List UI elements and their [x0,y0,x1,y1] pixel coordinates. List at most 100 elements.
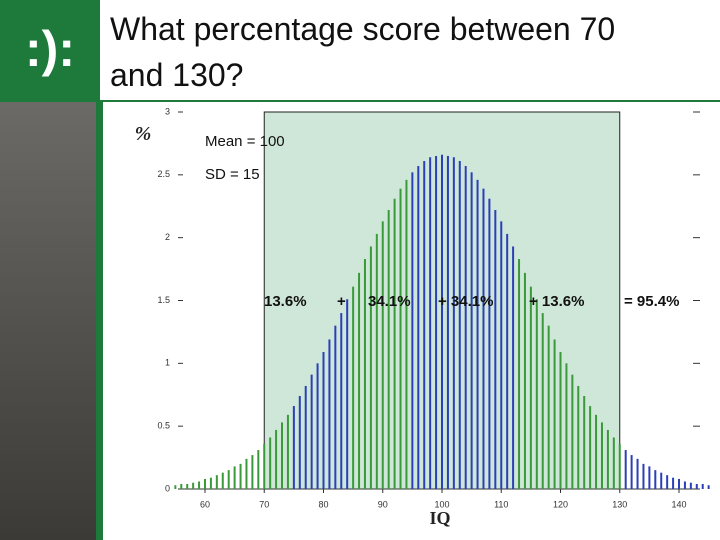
x-tick-label: 60 [200,499,210,509]
x-tick-label: 140 [671,499,686,509]
y-tick-label: 1 [165,358,170,368]
bar [452,157,455,490]
x-tick-label: 130 [612,499,627,509]
bar [322,352,325,489]
bar [316,363,319,489]
bar [310,374,313,489]
chart: 0 0.5 1 1.5 2 2.5 3 60 70 80 90 100 110 120 130 140% IQ M… [135,106,710,528]
bar [399,188,402,489]
bar [476,179,479,490]
bar [595,414,598,489]
bar [375,233,378,489]
x-tick-label: 100 [434,499,449,509]
bar [660,472,663,489]
bar [435,155,438,489]
x-tick-label: 90 [378,499,388,509]
bar [393,198,396,489]
bar [209,477,212,489]
bar [500,221,503,489]
bar [470,172,473,489]
bar [358,272,361,489]
bar [577,385,580,489]
bar [286,414,289,489]
bar [429,157,432,490]
bar [701,483,704,489]
bar [423,161,426,489]
bar [464,166,467,489]
bar [636,458,639,489]
bar [369,246,372,489]
bar [678,478,681,489]
bar [707,485,710,489]
bar [215,475,218,489]
bar [565,363,568,489]
bar [547,325,550,489]
y-tick-label: 3 [165,106,170,116]
bar [624,450,627,489]
title-line: What percentage score between 70 [110,11,615,47]
bar [618,443,621,489]
side-strip [0,102,96,540]
annotation: 34.1% [368,293,411,310]
bar [589,406,592,489]
bar [257,450,260,489]
bar [251,455,254,489]
annotation: = 95.4% [624,293,679,310]
bar [535,299,538,489]
bar [506,233,509,489]
y-tick-label: 2.5 [157,169,170,179]
bar [281,422,284,489]
bar [695,483,698,489]
bar [606,429,609,489]
x-tick-label: 80 [318,499,328,509]
bar [203,478,206,489]
x-tick-label: 120 [553,499,568,509]
bar [689,482,692,489]
bar [512,246,515,489]
bar [221,472,224,489]
bar [304,385,307,489]
annotation: + [337,293,346,310]
bar [292,406,295,489]
bar [672,477,675,489]
x-axis-label: IQ [429,508,450,528]
bar [417,166,420,489]
bar [334,325,337,489]
title-line: and 130? [110,57,243,93]
y-tick-label: 1.5 [157,295,170,305]
bar [559,352,562,489]
bar [275,429,278,489]
annotation: + 13.6% [529,293,584,310]
bar [482,188,485,489]
y-unit-label: % [135,123,152,145]
bar [683,481,686,489]
annotation: SD = 15 [205,166,260,183]
y-tick-label: 0 [165,483,170,493]
bar [198,481,201,489]
logo-panel [0,0,100,102]
bar [346,299,349,489]
x-tick-label: 70 [259,499,269,509]
bar [411,172,414,489]
bar [666,475,669,489]
bar [263,443,266,489]
bar [269,437,272,489]
bar [298,396,301,489]
bar [174,485,177,489]
bar [352,286,355,489]
bar [381,221,384,489]
bar [523,272,526,489]
bar [446,155,449,489]
bar [458,161,461,489]
annotation: Mean = 100 [205,133,285,150]
bar [571,374,574,489]
bar [239,463,242,489]
bar [340,313,343,489]
bar [648,466,651,489]
bar [245,458,248,489]
bar [654,470,657,489]
bar [612,437,615,489]
bar [405,179,408,490]
bar [630,455,633,489]
